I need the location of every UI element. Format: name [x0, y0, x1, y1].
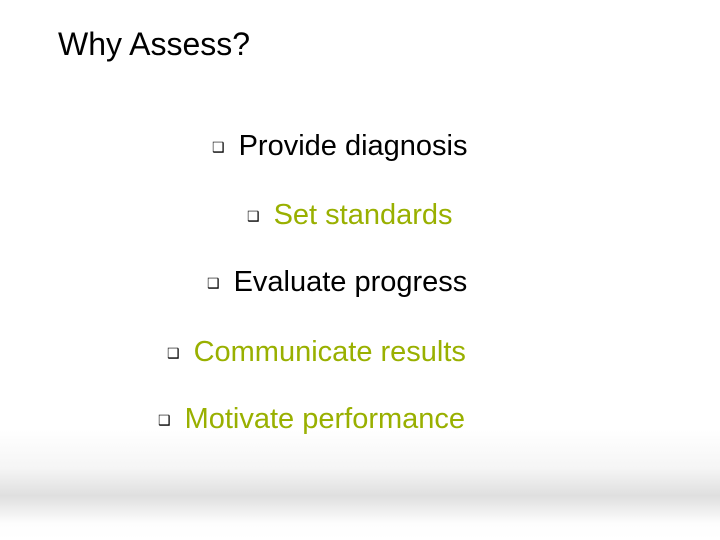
bullet-item-0: ❑ Provide diagnosis	[212, 130, 467, 163]
bullet-item-3: ❑ Communicate results	[167, 336, 466, 369]
bullet-icon: ❑	[167, 346, 180, 360]
bullet-icon: ❑	[212, 140, 225, 154]
slide: { "title": { "text": "Why Assess?", "lef…	[0, 0, 720, 540]
bullet-item-4: ❑ Motivate performance	[158, 403, 465, 436]
floor-gradient	[0, 430, 720, 540]
bullet-icon: ❑	[247, 209, 260, 223]
slide-title: Why Assess?	[58, 26, 250, 63]
bullet-text: Set standards	[274, 199, 453, 232]
bullet-text: Communicate results	[194, 336, 466, 369]
bullet-item-1: ❑ Set standards	[247, 199, 453, 232]
bullet-item-2: ❑ Evaluate progress	[207, 266, 467, 299]
bullet-text: Provide diagnosis	[239, 130, 468, 163]
bullet-icon: ❑	[158, 413, 171, 427]
bullet-text: Evaluate progress	[234, 266, 468, 299]
bullet-icon: ❑	[207, 276, 220, 290]
bullet-text: Motivate performance	[185, 403, 465, 436]
